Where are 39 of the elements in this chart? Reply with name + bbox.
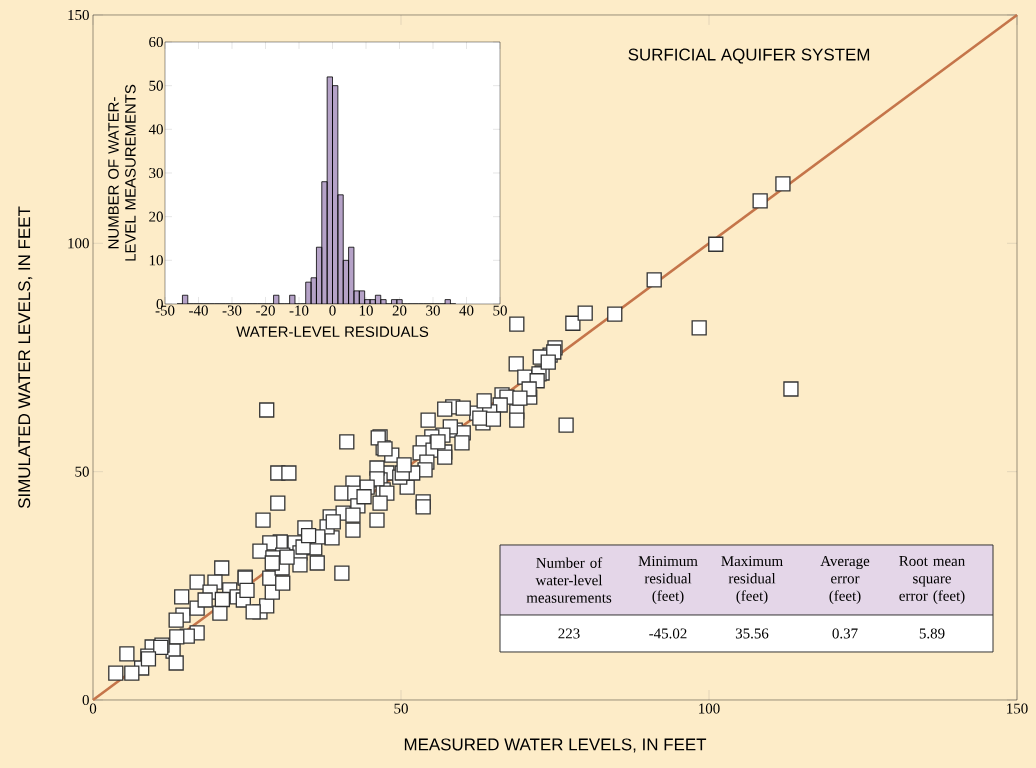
data-label: 5.89 (919, 628, 945, 639)
x-tick-label: -40 (189, 305, 208, 316)
data-label: -45.02 (649, 628, 687, 639)
x-tick-label: 10 (359, 305, 373, 316)
x-tick-label: -30 (222, 305, 242, 316)
category-label: Minimum residual (feet) (638, 556, 698, 604)
x-tick-label: 40 (459, 305, 474, 316)
y-tick-label: 20 (149, 211, 163, 222)
y-tick-label: 100 (68, 238, 89, 249)
x-tick-label: 150 (1007, 703, 1028, 714)
data-label: 35.56 (735, 628, 769, 639)
x-tick-label: 50 (394, 703, 408, 714)
y-tick-label: 0 (82, 694, 89, 706)
x-tick-label: 20 (392, 305, 407, 316)
x-tick-label: 50 (493, 305, 507, 316)
category-label: Number of water-level measurements (526, 557, 612, 603)
y-axis-title: SIMULATED WATER LEVELS, IN FEET (18, 206, 33, 509)
y-tick-label: 40 (148, 124, 163, 135)
category-label: Root mean square error (feet) (899, 556, 965, 604)
x-tick-label: -20 (256, 305, 275, 316)
x-axis-title: MEASURED WATER LEVELS, IN FEET (404, 738, 707, 753)
y-tick-label: 50 (149, 80, 163, 91)
y-axis-title: NUMBER OF WATER-LEVEL MEASUREMENTS (108, 84, 136, 261)
y-tick-label: 150 (68, 9, 89, 21)
x-tick-label: -10 (289, 305, 309, 316)
x-tick-label: 0 (89, 703, 97, 714)
x-axis-title: WATER-LEVEL RESIDUALS (236, 326, 429, 337)
x-tick-label: 30 (426, 305, 440, 316)
category-label: Average error (feet) (820, 556, 870, 604)
y-tick-label: 30 (149, 167, 163, 179)
y-tick-label: 60 (149, 36, 163, 48)
annotation: SURFICIAL AQUIFER SYSTEM (628, 48, 870, 64)
data-label: 223 (558, 628, 580, 639)
category-label: Maximum residual (feet) (721, 556, 783, 604)
data-label: 0.37 (832, 628, 858, 639)
x-tick-label: 0 (329, 305, 336, 316)
y-tick-label: 10 (149, 255, 163, 266)
x-tick-label: 100 (699, 703, 720, 714)
y-tick-label: 50 (75, 466, 89, 477)
